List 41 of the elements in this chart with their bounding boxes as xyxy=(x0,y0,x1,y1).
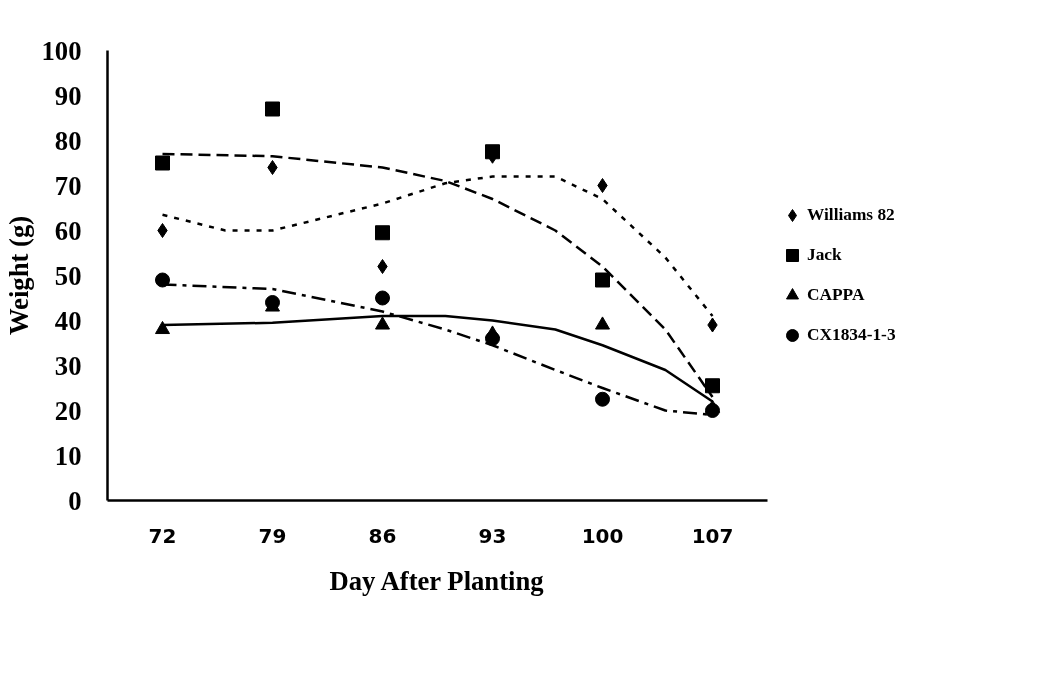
x-tick-label: 72 xyxy=(148,523,177,548)
y-axis-title: Weight (g) xyxy=(3,215,34,336)
x-tick-label: 100 xyxy=(581,523,624,548)
point xyxy=(485,144,500,160)
x-axis-title: Day After Planting xyxy=(329,565,545,596)
y-tick-label: 80 xyxy=(54,125,82,156)
x-tick-label: 107 xyxy=(691,523,734,548)
point xyxy=(595,391,610,407)
point xyxy=(155,320,170,335)
point xyxy=(155,272,170,288)
legend-label: CAPPA xyxy=(807,285,865,305)
x-tick-label: 86 xyxy=(368,523,397,548)
x-tick-label: 93 xyxy=(478,523,507,548)
point xyxy=(485,331,500,346)
point xyxy=(595,316,610,330)
y-tick-label: 90 xyxy=(54,80,82,111)
legend-label: CX1834-1-3 xyxy=(807,325,896,345)
point xyxy=(595,272,610,288)
y-tick-label: 100 xyxy=(41,35,82,66)
legend-label: Jack xyxy=(807,245,842,265)
point xyxy=(155,155,170,171)
y-tick-label: 30 xyxy=(54,350,82,381)
point xyxy=(375,316,390,330)
y-tick-label: 70 xyxy=(54,170,82,201)
y-tick-label: 20 xyxy=(54,395,82,426)
y-tick-label: 0 xyxy=(68,485,82,516)
point xyxy=(377,259,388,274)
point xyxy=(705,403,720,418)
legend-label: Williams 82 xyxy=(807,205,895,225)
y-tick-label: 60 xyxy=(54,215,82,246)
y-tick-label: 50 xyxy=(54,260,82,291)
point xyxy=(267,160,278,175)
point xyxy=(157,223,168,238)
point xyxy=(705,378,720,394)
y-tick-label: 10 xyxy=(54,440,82,471)
y-tick-label: 40 xyxy=(54,305,82,336)
x-tick-label: 79 xyxy=(258,523,287,548)
point xyxy=(375,225,390,241)
point xyxy=(375,290,390,306)
point xyxy=(597,178,608,193)
point xyxy=(265,101,280,117)
